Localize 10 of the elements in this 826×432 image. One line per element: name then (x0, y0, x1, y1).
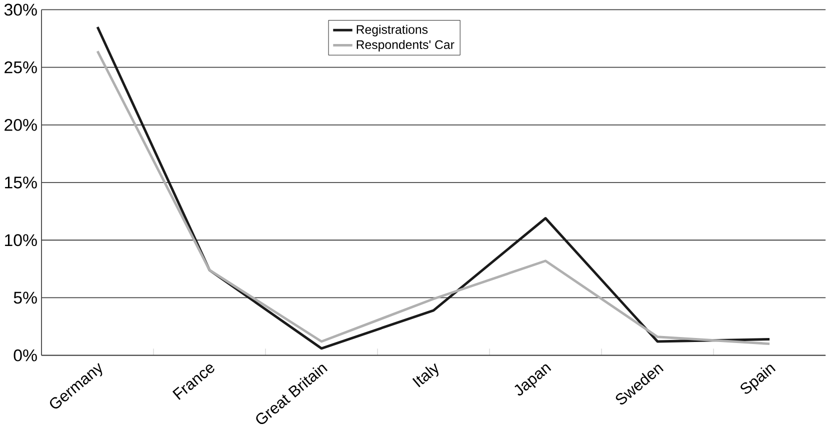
y-tick-label: 10% (5, 234, 37, 246)
y-tick-label: 15% (5, 176, 37, 189)
y-tick-label: 5% (14, 292, 37, 304)
legend-label: Registrations (356, 24, 428, 36)
y-tick-label: 25% (4, 61, 37, 74)
y-tick-label: 20% (4, 118, 37, 131)
legend-label: Respondents' Car (356, 40, 454, 52)
y-tick-label: 30% (4, 4, 37, 16)
x-tick-label: Italy (412, 363, 438, 388)
y-tick-label: 0% (14, 349, 37, 362)
